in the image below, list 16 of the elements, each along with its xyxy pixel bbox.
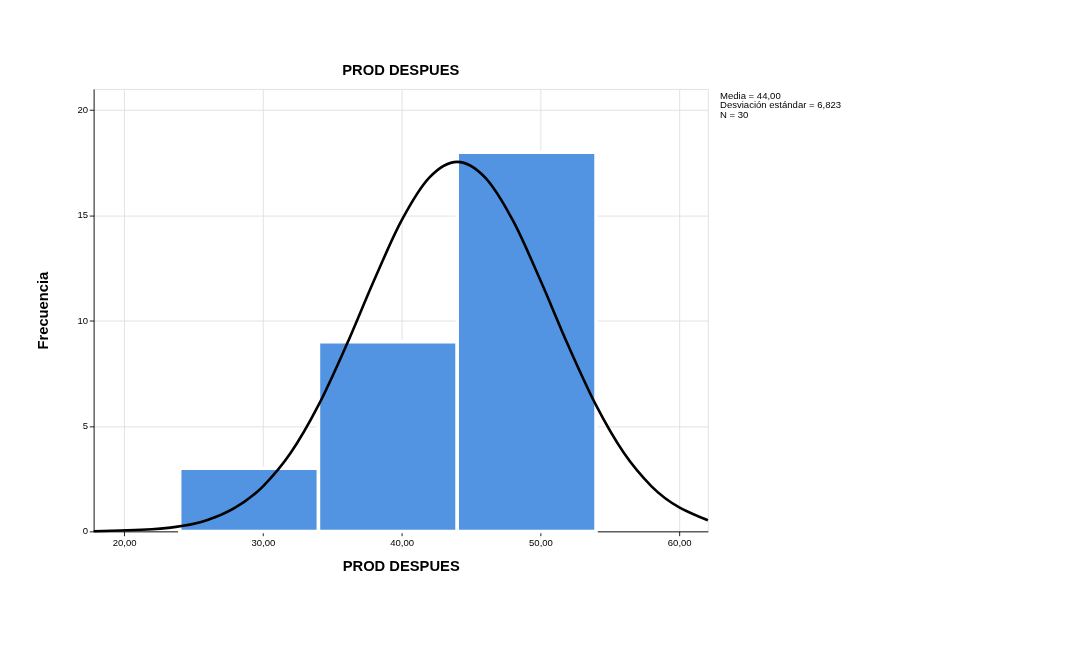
chart-title: PROD DESPUES [342, 62, 460, 79]
y-tick-label: 5 [82, 420, 89, 432]
y-tick-label: 10 [77, 314, 89, 326]
y-tick-label: 20 [77, 104, 89, 116]
y-tick-label: 15 [77, 209, 89, 221]
y-axis-title: Frecuencia [34, 270, 51, 350]
x-tick-label: 30,00 [251, 536, 276, 548]
x-tick-label: 50,00 [529, 536, 553, 548]
text: Media = 44,00 [720, 89, 781, 101]
x-tick-label: 60,00 [667, 536, 692, 548]
x-tick-label: 40,00 [390, 536, 415, 548]
text: N = 30 [720, 108, 749, 120]
y-tick-label: 0 [82, 525, 89, 537]
x-axis-title: PROD DESPUES [342, 557, 460, 574]
text: Desviación estándar = 6,823 [720, 99, 842, 111]
x-tick-label: 20,00 [112, 536, 137, 548]
